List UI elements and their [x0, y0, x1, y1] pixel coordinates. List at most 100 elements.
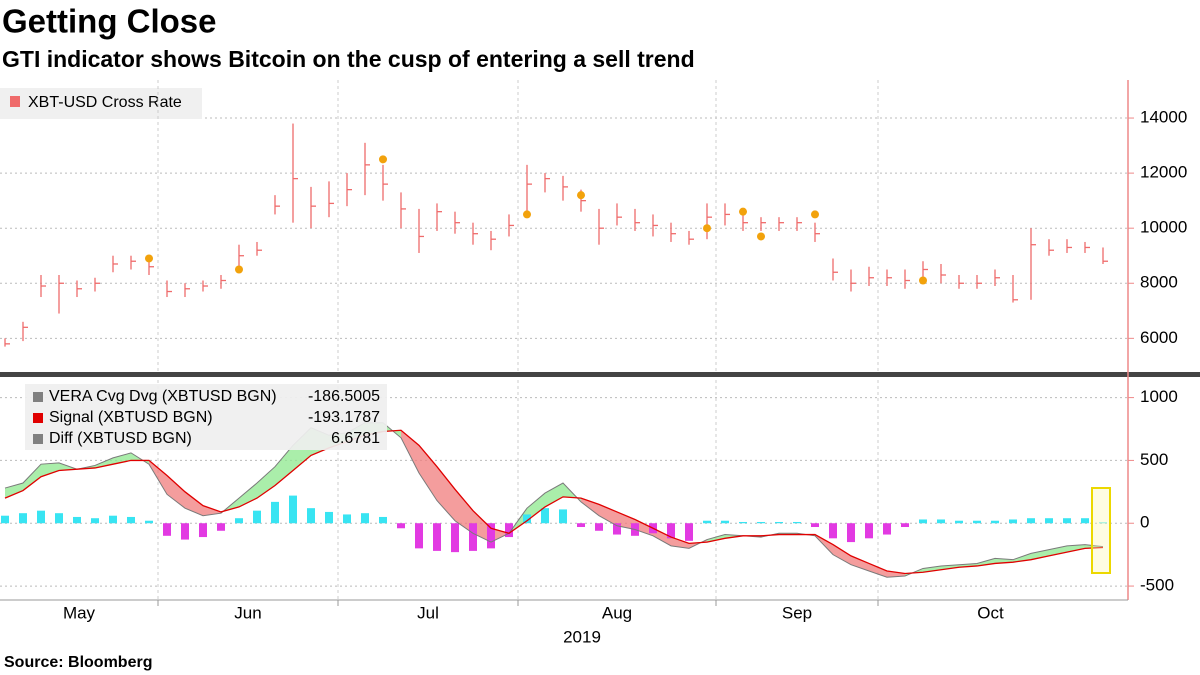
- histogram-bar: [721, 520, 729, 524]
- spread-fill: [275, 445, 293, 486]
- histogram-bar: [757, 521, 765, 524]
- y-tick-label: 10000: [1140, 218, 1187, 237]
- spread-fill: [599, 504, 617, 526]
- spread-fill: [95, 457, 113, 468]
- spread-fill: [653, 528, 671, 546]
- marker-dot: [811, 210, 819, 219]
- histogram-bar: [1027, 518, 1035, 524]
- y-tick-label: 6000: [1140, 328, 1178, 347]
- histogram-bar: [271, 501, 279, 524]
- x-tick-label: May: [63, 603, 96, 622]
- signal-line: [4, 429, 1104, 575]
- histogram-bar: [379, 516, 387, 524]
- histogram-bar: [1009, 519, 1017, 524]
- histogram-bar: [559, 509, 567, 524]
- histogram-bar: [325, 511, 333, 524]
- spread-fill: [851, 555, 869, 571]
- histogram-bar: [145, 520, 153, 524]
- histogram-bar: [163, 523, 171, 536]
- histogram-bar: [847, 523, 855, 543]
- spread-fill: [833, 544, 851, 565]
- spread-fill: [113, 452, 131, 465]
- source: Source: Bloomberg: [4, 654, 152, 671]
- marker-dot: [703, 224, 711, 233]
- legend-value: -186.5005: [308, 388, 380, 405]
- histogram-bar: [811, 523, 819, 528]
- legend-swatch: [10, 96, 20, 107]
- histogram-bar: [433, 523, 441, 551]
- spread-fill: [635, 519, 653, 536]
- marker-dot: [523, 210, 531, 219]
- spread-fill: [239, 483, 257, 507]
- histogram-bar: [199, 523, 207, 538]
- y-tick-label: 14000: [1140, 108, 1187, 127]
- histogram-bar: [901, 523, 909, 528]
- histogram-bar: [1063, 518, 1071, 524]
- spread-fill: [707, 534, 725, 543]
- marker-dot: [145, 254, 153, 263]
- histogram-bar: [1099, 522, 1107, 524]
- y-tick-label: 1000: [1140, 387, 1178, 406]
- x-tick-label: Sep: [782, 603, 812, 622]
- y-tick-label: -500: [1140, 576, 1174, 595]
- x-axis-label: 2019: [563, 627, 601, 646]
- x-tick-label: Aug: [602, 603, 632, 622]
- legend-label: Diff (XBTUSD BGN): [49, 430, 192, 447]
- legend-swatch: [33, 434, 43, 444]
- histogram-bar: [613, 523, 621, 535]
- panel-divider: [0, 372, 1200, 377]
- y-tick-label: 0: [1140, 513, 1149, 532]
- histogram-bar: [361, 513, 369, 524]
- histogram-bar: [505, 523, 513, 538]
- legend-box: [25, 384, 387, 450]
- spread-fill: [257, 466, 275, 499]
- marker-dot: [739, 207, 747, 216]
- spread-fill: [1049, 545, 1067, 556]
- spread-fill: [671, 537, 689, 549]
- histogram-bar: [397, 523, 405, 529]
- histogram-bar: [973, 520, 981, 524]
- histogram-bar: [937, 519, 945, 524]
- histogram-bar: [109, 515, 117, 524]
- histogram-bar: [955, 520, 963, 524]
- spread-fill: [887, 570, 905, 578]
- spread-fill: [869, 563, 887, 578]
- highlight-box: [1091, 487, 1111, 574]
- indicator-panel: -500 0 500 1000 May Jun Jul Aug Sep Oct 2019 VERA C…: [0, 80, 1178, 646]
- histogram-bar: [667, 523, 675, 539]
- histogram-bar: [127, 516, 135, 524]
- legend-value: 6.6781: [331, 430, 380, 447]
- histogram-bar: [253, 510, 261, 524]
- legend-label: VERA Cvg Dvg (XBTUSD BGN): [49, 388, 277, 405]
- histogram-bar: [1081, 518, 1089, 524]
- histogram-bar: [451, 523, 459, 553]
- x-tick-label: Jul: [417, 603, 439, 622]
- vera-line: [4, 422, 1104, 578]
- histogram-bar: [37, 510, 45, 524]
- histogram-bar: [541, 508, 549, 524]
- spread-fill: [545, 483, 563, 507]
- spread-fill: [5, 483, 23, 499]
- histogram-bar: [289, 495, 297, 524]
- histogram-bar: [919, 519, 927, 524]
- histogram-bar: [235, 518, 243, 524]
- spread-fill: [617, 511, 635, 530]
- histogram-bar: [739, 521, 747, 524]
- spread-fill: [1067, 544, 1085, 553]
- histogram-bar: [487, 523, 495, 549]
- legend-label: Signal (XBTUSD BGN): [49, 409, 213, 426]
- histogram-bar: [217, 523, 225, 531]
- histogram-bar: [523, 514, 531, 524]
- spread-fill: [473, 510, 491, 543]
- spread-fill: [401, 430, 419, 473]
- histogram-bar: [1045, 518, 1053, 524]
- x-tick-label: Oct: [977, 603, 1004, 622]
- x-tick-label: Jun: [234, 603, 261, 622]
- histogram-bar: [883, 523, 891, 535]
- histogram-bar: [343, 514, 351, 524]
- histogram-bar: [775, 521, 783, 524]
- marker-dot: [379, 155, 387, 164]
- y-tick-label: 500: [1140, 450, 1168, 469]
- chart-subtitle: GTI indicator shows Bitcoin on the cusp …: [2, 46, 695, 72]
